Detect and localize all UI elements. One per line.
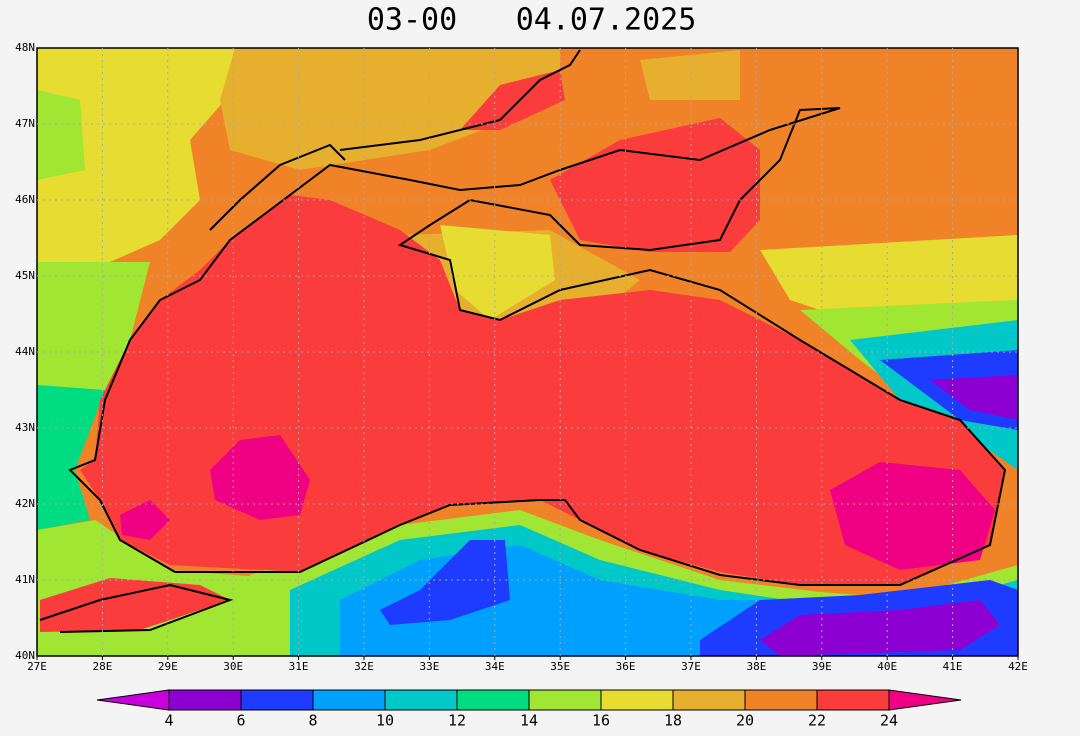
lat-label: 43N [15, 421, 35, 434]
temperature-field [37, 48, 1018, 656]
colorbar-swatch [600, 689, 674, 711]
lon-label: 32E [354, 660, 374, 673]
colorbar-label: 22 [808, 712, 826, 730]
lon-label: 28E [92, 660, 112, 673]
colorbar-label: 8 [308, 712, 317, 730]
colorbar-swatch [96, 689, 170, 711]
colorbar-label: 14 [520, 712, 538, 730]
colorbar: 4 6 8 10 12 14 16 18 20 22 24 [96, 689, 962, 730]
colorbar-swatch [528, 689, 602, 711]
colorbar-label: 12 [448, 712, 466, 730]
colorbar-swatch [456, 689, 530, 711]
lat-label: 48N [15, 41, 35, 54]
colorbar-swatch [816, 689, 890, 711]
colorbar-swatch [888, 689, 962, 711]
lon-label: 41E [943, 660, 963, 673]
lon-label: 29E [158, 660, 178, 673]
lat-label: 41N [15, 573, 35, 586]
colorbar-swatch [312, 689, 386, 711]
lat-label: 46N [15, 193, 35, 206]
lat-label: 40N [15, 649, 35, 662]
colorbar-swatch [240, 689, 314, 711]
title-date: 04.07.2025 [516, 3, 697, 38]
colorbar-label: 24 [880, 712, 898, 730]
colorbar-swatch [384, 689, 458, 711]
lat-label: 47N [15, 117, 35, 130]
lon-label: 38E [746, 660, 766, 673]
lon-label: 40E [877, 660, 897, 673]
lon-label: 33E [419, 660, 439, 673]
colorbar-label: 4 [164, 712, 173, 730]
colorbar-label: 18 [664, 712, 682, 730]
lon-label: 30E [223, 660, 243, 673]
colorbar-label: 6 [236, 712, 245, 730]
lat-label: 45N [15, 269, 35, 282]
lon-label: 31E [289, 660, 309, 673]
colorbar-label: 20 [736, 712, 754, 730]
colorbar-swatch [168, 689, 242, 711]
lon-label: 37E [681, 660, 701, 673]
lon-label: 42E [1008, 660, 1028, 673]
lon-label: 35E [550, 660, 570, 673]
lon-label: 27E [27, 660, 47, 673]
graticule: 27E 28E 29E 30E 31E 32E 33E 34E 35E 36E 37E 38E 39E 4… [15, 41, 1028, 673]
colorbar-swatch [672, 689, 746, 711]
colorbar-label: 16 [592, 712, 610, 730]
lat-label: 42N [15, 497, 35, 510]
colorbar-label: 10 [376, 712, 394, 730]
lon-label: 36E [616, 660, 636, 673]
title-time: 03-00 [367, 3, 457, 38]
lon-label: 39E [812, 660, 832, 673]
lon-label: 34E [485, 660, 505, 673]
lat-label: 44N [15, 345, 35, 358]
colorbar-swatch [744, 689, 818, 711]
